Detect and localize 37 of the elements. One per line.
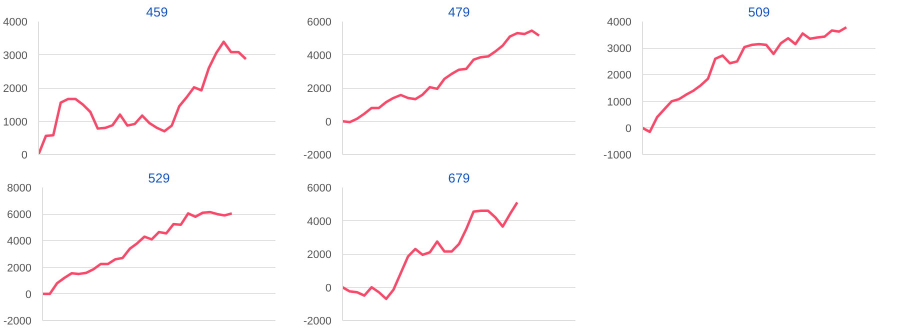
y-tick-label: 2000	[607, 70, 632, 82]
y-tick-label: 0	[21, 150, 28, 162]
chart-title: 479	[448, 4, 470, 20]
line-series	[42, 210, 234, 296]
y-tick-label: 6000	[307, 182, 332, 194]
y-tick-label: 1000	[3, 116, 28, 128]
y-tick-label: 3000	[3, 50, 28, 62]
y-tick-label: 4000	[3, 16, 28, 28]
y-tick-label: -2000	[303, 150, 332, 162]
line-series	[342, 201, 518, 300]
y-tick-label: 4000	[307, 216, 332, 228]
y-tick-label: 0	[625, 122, 632, 135]
y-tick-label: 1000	[607, 96, 632, 108]
line-series	[642, 26, 848, 134]
y-tick-label: 8000	[7, 182, 32, 194]
y-tick-label: 6000	[307, 16, 332, 28]
y-tick-label: 2000	[307, 83, 332, 95]
y-tick-label: 4000	[307, 50, 332, 62]
chart-title: 459	[146, 4, 168, 20]
chart-title: 529	[148, 170, 170, 186]
y-tick-label: 0	[325, 282, 332, 294]
line-series	[342, 29, 540, 124]
line-series	[38, 40, 248, 154]
y-tick-label: 3000	[607, 43, 632, 56]
y-tick-label: -2000	[303, 316, 332, 328]
y-tick-label: 2000	[307, 249, 332, 261]
y-tick-label: 0	[325, 116, 332, 128]
y-tick-label: -2000	[3, 316, 32, 328]
y-tick-label: 2000	[7, 262, 32, 274]
y-tick-label: 4000	[7, 236, 32, 248]
y-tick-label: 0	[25, 288, 32, 301]
chart-title: 679	[448, 170, 470, 186]
y-tick-label: 6000	[7, 209, 32, 222]
chart-title: 509	[748, 4, 770, 20]
y-tick-label: 2000	[3, 83, 28, 95]
y-tick-label: -1000	[603, 150, 632, 162]
y-tick-label: 4000	[607, 16, 632, 28]
